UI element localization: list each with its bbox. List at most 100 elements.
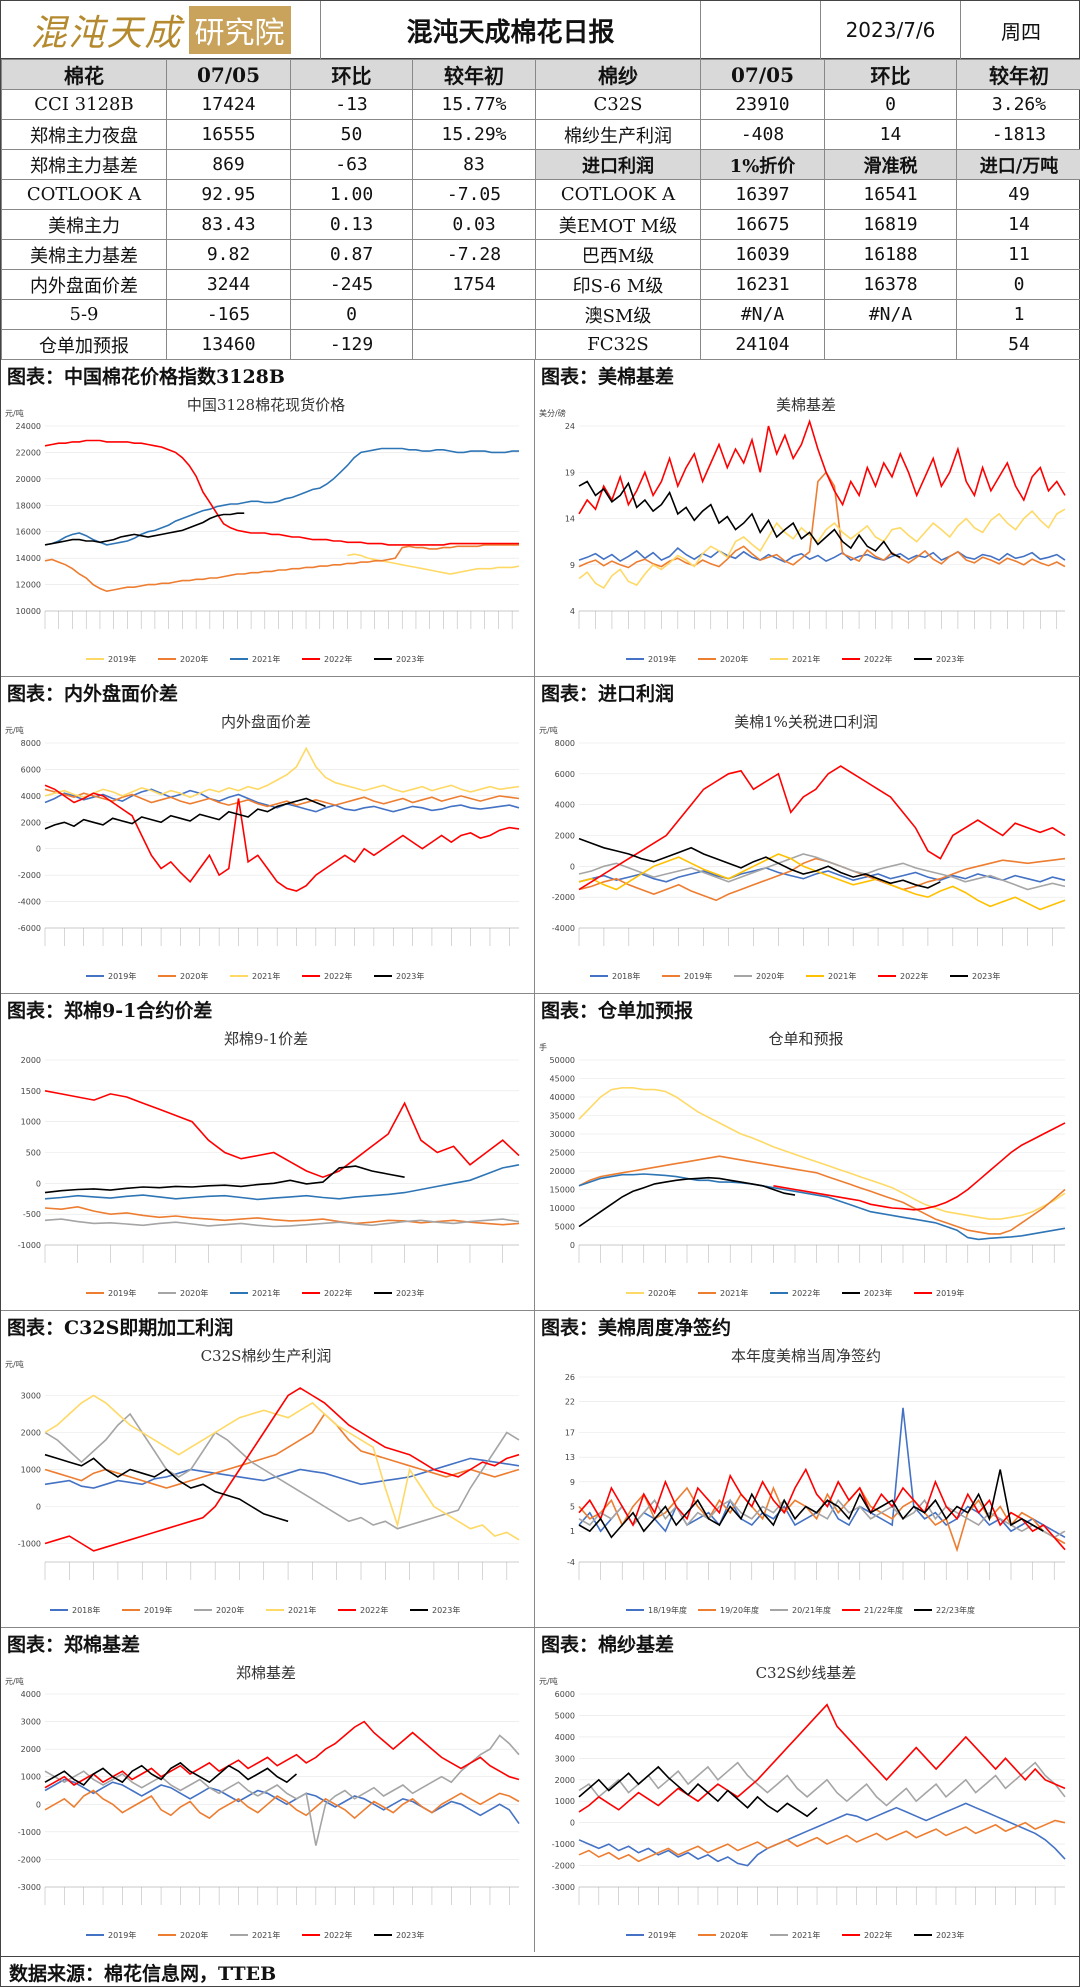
legend-label: 2023年 <box>936 1930 964 1940</box>
series-line <box>579 766 1065 889</box>
y-tick-label: 12000 <box>16 581 41 590</box>
legend-label: 2022年 <box>792 1288 820 1298</box>
y-axis-unit: 元/吨 <box>5 725 24 735</box>
y-tick-label: 2000 <box>555 832 575 841</box>
y-tick-label: -2000 <box>18 1855 41 1864</box>
header-cell: 较年初 <box>957 60 1080 90</box>
table-cell: 16378 <box>825 270 957 300</box>
header-cell: 棉花 <box>2 60 167 90</box>
table-cell: 17424 <box>167 90 291 120</box>
y-tick-label: -6000 <box>18 924 41 933</box>
y-tick-label: 17 <box>565 1429 575 1438</box>
logo-badge: 研究院 <box>189 6 291 54</box>
logo-text: 混沌天成 <box>30 4 182 56</box>
y-tick-label: 3000 <box>21 1718 41 1727</box>
y-tick-label: 35000 <box>550 1112 575 1121</box>
y-tick-label: 4000 <box>21 1690 41 1699</box>
panel-label: 图表：棉纱基差 <box>541 1630 674 1657</box>
legend-label: 2021年 <box>252 654 280 664</box>
y-tick-label: 24000 <box>16 422 41 431</box>
y-axis-unit: 元/吨 <box>539 725 558 735</box>
chart-title: 中国3128棉花现货价格 <box>187 396 345 414</box>
y-tick-label: 16000 <box>16 528 41 537</box>
y-axis-unit: 元/吨 <box>5 408 24 418</box>
table-cell <box>825 330 957 360</box>
table-cell: 16188 <box>825 240 957 270</box>
y-tick-label: 45000 <box>550 1075 575 1084</box>
y-axis-unit: 美分/磅 <box>539 408 566 418</box>
series-line <box>579 1088 1065 1219</box>
table-cell: 16039 <box>701 240 825 270</box>
line-chart: 仓单和预报手0500010000150002000025000300003500… <box>535 1024 1077 1307</box>
legend-label: 2019年 <box>936 1288 964 1298</box>
y-tick-label: -3000 <box>18 1883 41 1892</box>
y-tick-label: -4 <box>567 1558 575 1567</box>
legend-label: 2021年 <box>288 1605 316 1615</box>
legend-label: 2023年 <box>396 971 424 981</box>
chart-title: C32S棉纱生产利润 <box>201 1347 332 1365</box>
table-cell: 0 <box>825 90 957 120</box>
table-cell: 0 <box>291 300 413 330</box>
y-tick-label: 4000 <box>21 792 41 801</box>
row-label: 郑棉主力夜盘 <box>2 120 167 150</box>
chart-title: 郑棉9-1价差 <box>224 1030 308 1048</box>
y-tick-label: 8000 <box>555 739 575 748</box>
row-label: 5-9 <box>2 300 167 330</box>
series-line <box>45 1166 405 1193</box>
legend-label: 2022年 <box>324 1930 352 1940</box>
y-tick-label: 25000 <box>550 1149 575 1158</box>
y-tick-label: 0 <box>570 1819 575 1828</box>
legend-label: 2020年 <box>180 654 208 664</box>
legend-label: 2022年 <box>864 654 892 664</box>
y-tick-label: 0 <box>570 862 575 871</box>
y-tick-label: 1000 <box>555 1797 575 1806</box>
y-axis-unit: 元/吨 <box>539 1676 558 1686</box>
legend-label: 2019年 <box>648 654 676 664</box>
y-tick-label: -1000 <box>18 1241 41 1250</box>
y-tick-label: 1000 <box>21 1466 41 1475</box>
chart-title: 郑棉基差 <box>236 1664 296 1682</box>
row-label: COTLOOK A <box>2 180 167 210</box>
table-cell: 1 <box>957 300 1080 330</box>
y-tick-label: 2000 <box>21 818 41 827</box>
table-cell: 23910 <box>701 90 825 120</box>
legend-label: 2020年 <box>180 971 208 981</box>
series-line <box>45 1763 297 1785</box>
series-line <box>579 1767 817 1816</box>
line-chart: 中国3128棉花现货价格元/吨1000012000140001600018000… <box>1 390 531 673</box>
y-tick-label: 20000 <box>16 475 41 484</box>
y-tick-label: 24 <box>565 422 575 431</box>
header-cell: 较年初 <box>413 60 536 90</box>
panel-label: 图表：郑棉9-1合约价差 <box>7 996 212 1023</box>
legend-label: 2023年 <box>396 654 424 664</box>
series-line <box>579 1408 1065 1538</box>
y-tick-label: 26 <box>565 1373 575 1382</box>
chart-title: C32S纱线基差 <box>756 1664 857 1682</box>
table-cell: -165 <box>167 300 291 330</box>
row-label: 内外盘面价差 <box>2 270 167 300</box>
legend-label: 2020年 <box>180 1288 208 1298</box>
row-label: 巴西M级 <box>536 240 701 270</box>
series-line <box>45 1207 519 1225</box>
y-tick-label: -1000 <box>552 1840 575 1849</box>
table-cell: 9.82 <box>167 240 291 270</box>
series-line <box>45 513 244 545</box>
table-cell: 3244 <box>167 270 291 300</box>
y-axis-unit: 元/吨 <box>5 1676 24 1686</box>
y-tick-label: 2000 <box>21 1056 41 1065</box>
table-cell: 54 <box>957 330 1080 360</box>
legend-label: 2020年 <box>720 1930 748 1940</box>
table-cell: 16675 <box>701 210 825 240</box>
y-tick-label: 10000 <box>16 607 41 616</box>
series-line <box>579 1763 1065 1806</box>
